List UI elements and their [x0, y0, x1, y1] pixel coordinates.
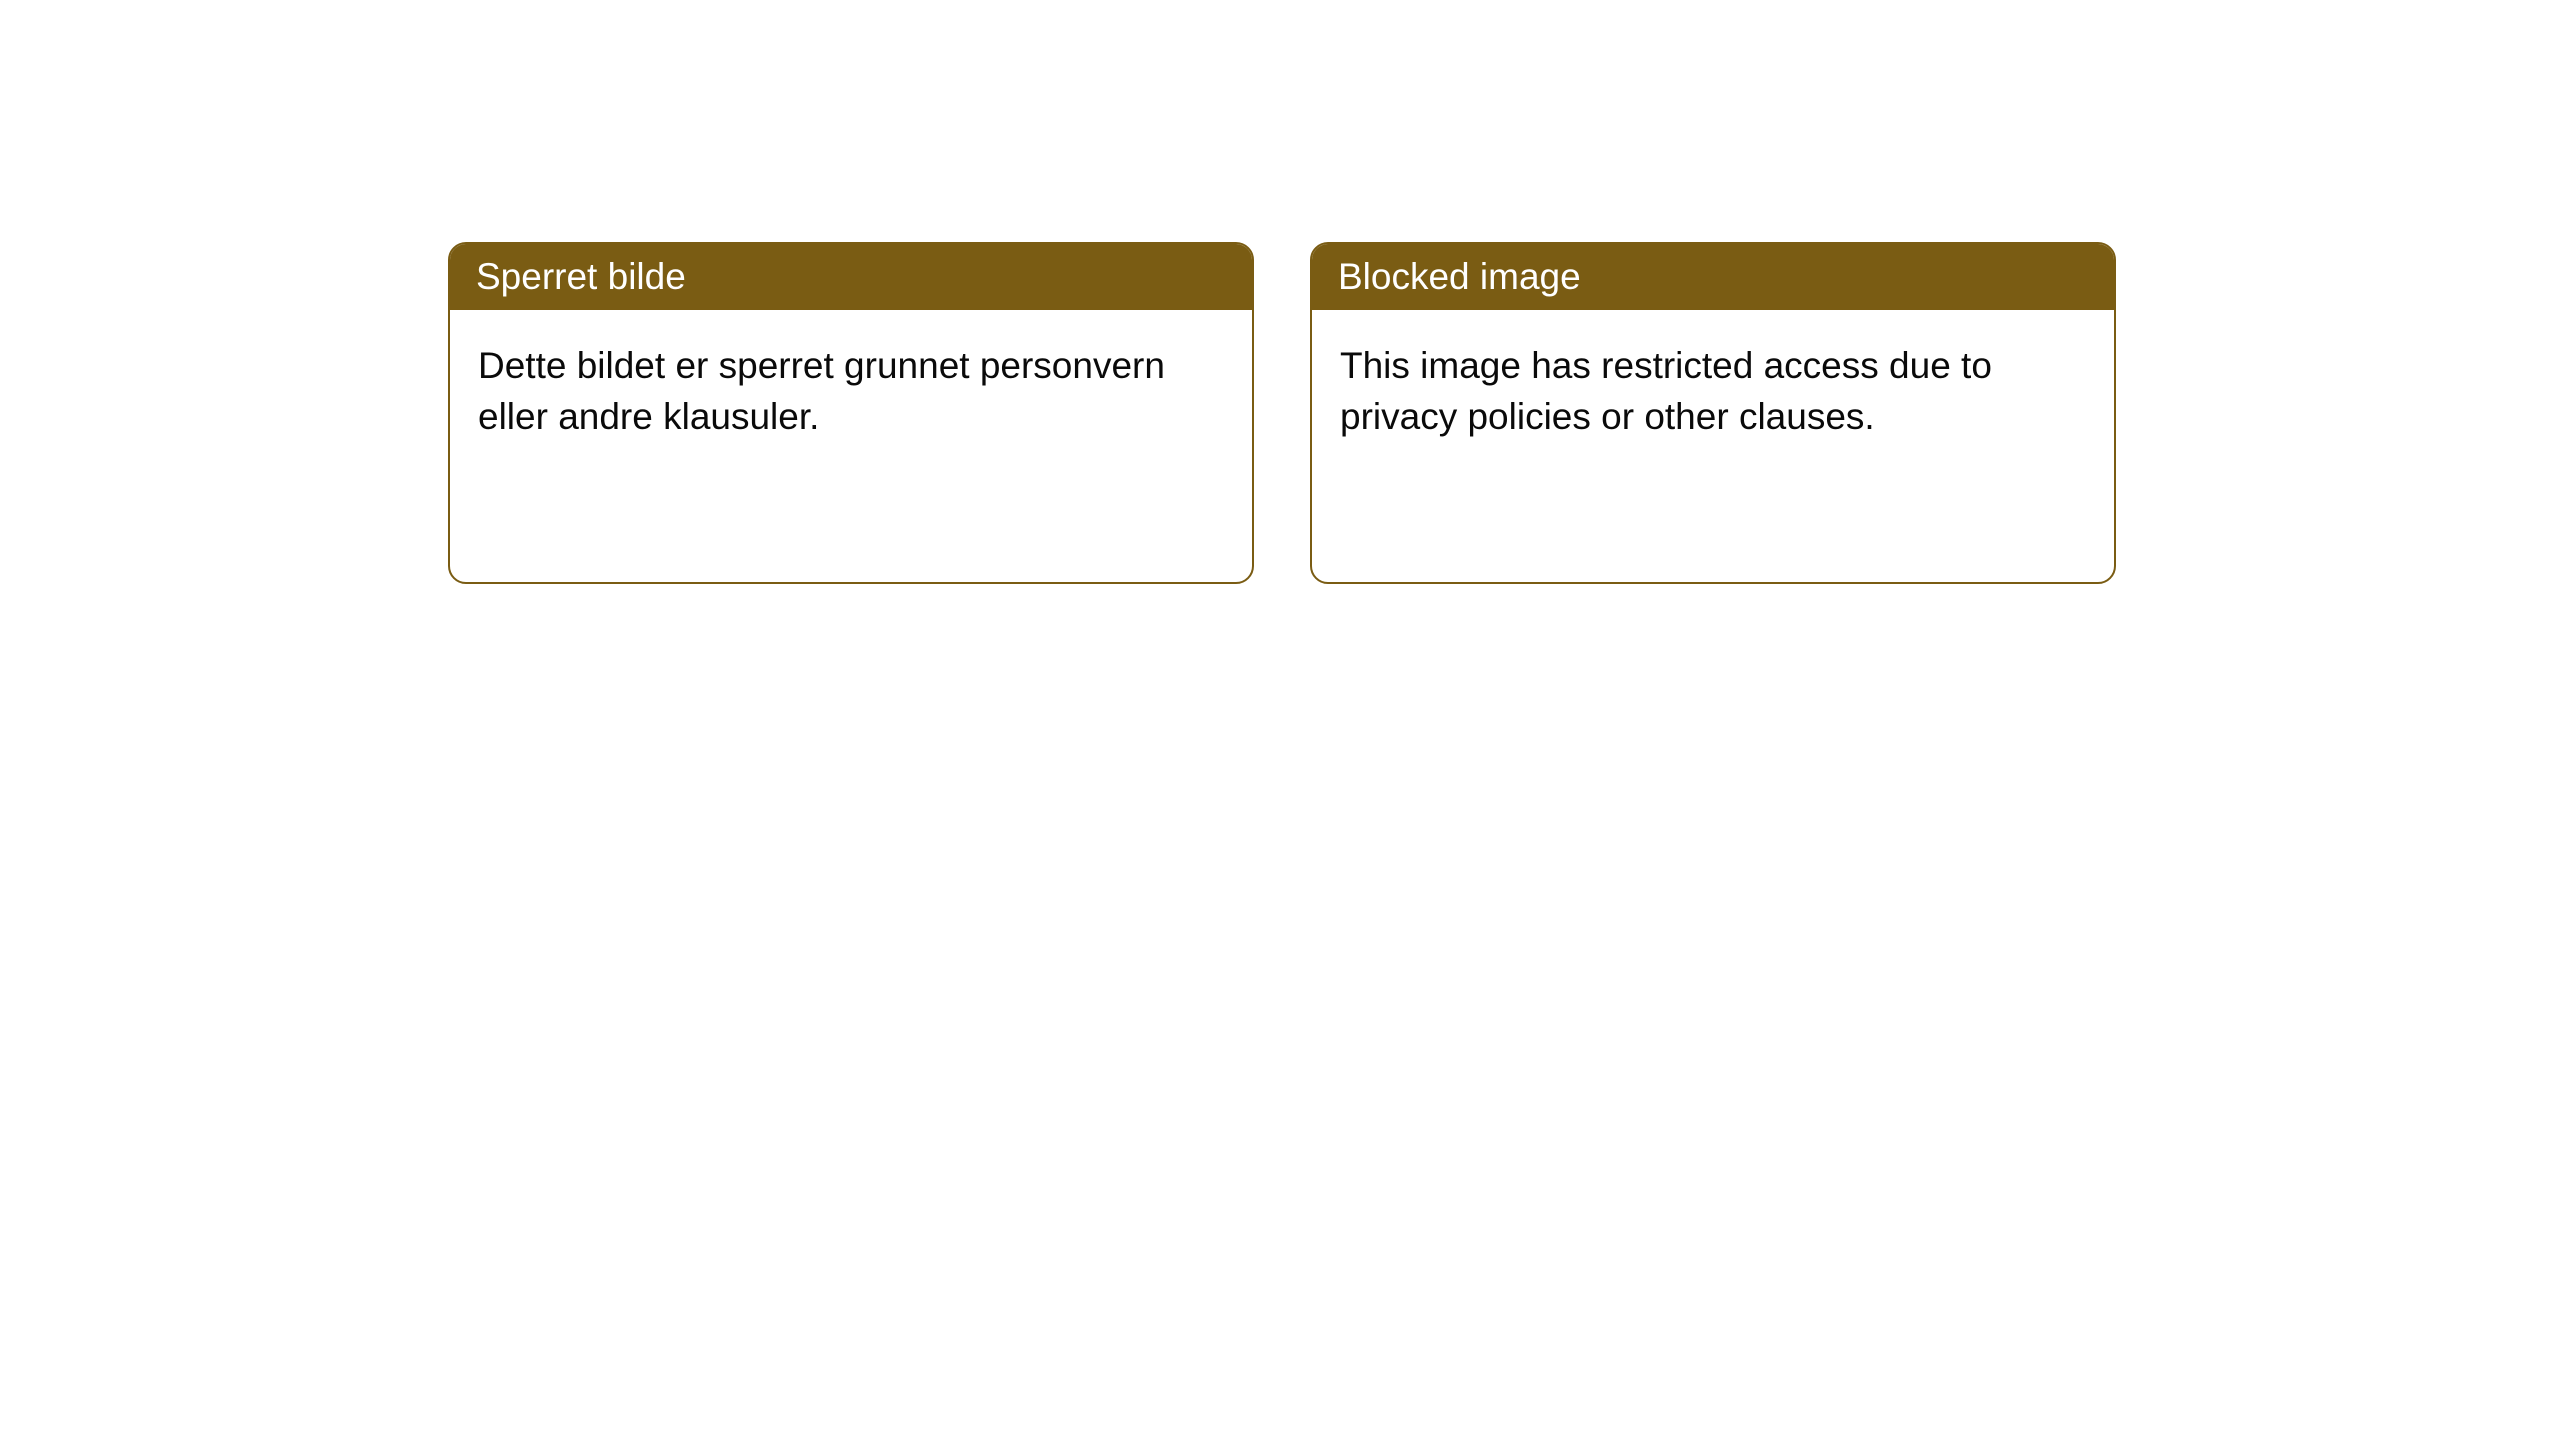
- card-message: Dette bildet er sperret grunnet personve…: [478, 345, 1165, 437]
- card-body: Dette bildet er sperret grunnet personve…: [450, 310, 1252, 582]
- notice-card-norwegian: Sperret bilde Dette bildet er sperret gr…: [448, 242, 1254, 584]
- card-body: This image has restricted access due to …: [1312, 310, 2114, 582]
- card-header: Blocked image: [1312, 244, 2114, 310]
- card-header: Sperret bilde: [450, 244, 1252, 310]
- card-title: Blocked image: [1338, 256, 1581, 297]
- notice-container: Sperret bilde Dette bildet er sperret gr…: [0, 0, 2560, 584]
- card-message: This image has restricted access due to …: [1340, 345, 1992, 437]
- card-title: Sperret bilde: [476, 256, 686, 297]
- notice-card-english: Blocked image This image has restricted …: [1310, 242, 2116, 584]
